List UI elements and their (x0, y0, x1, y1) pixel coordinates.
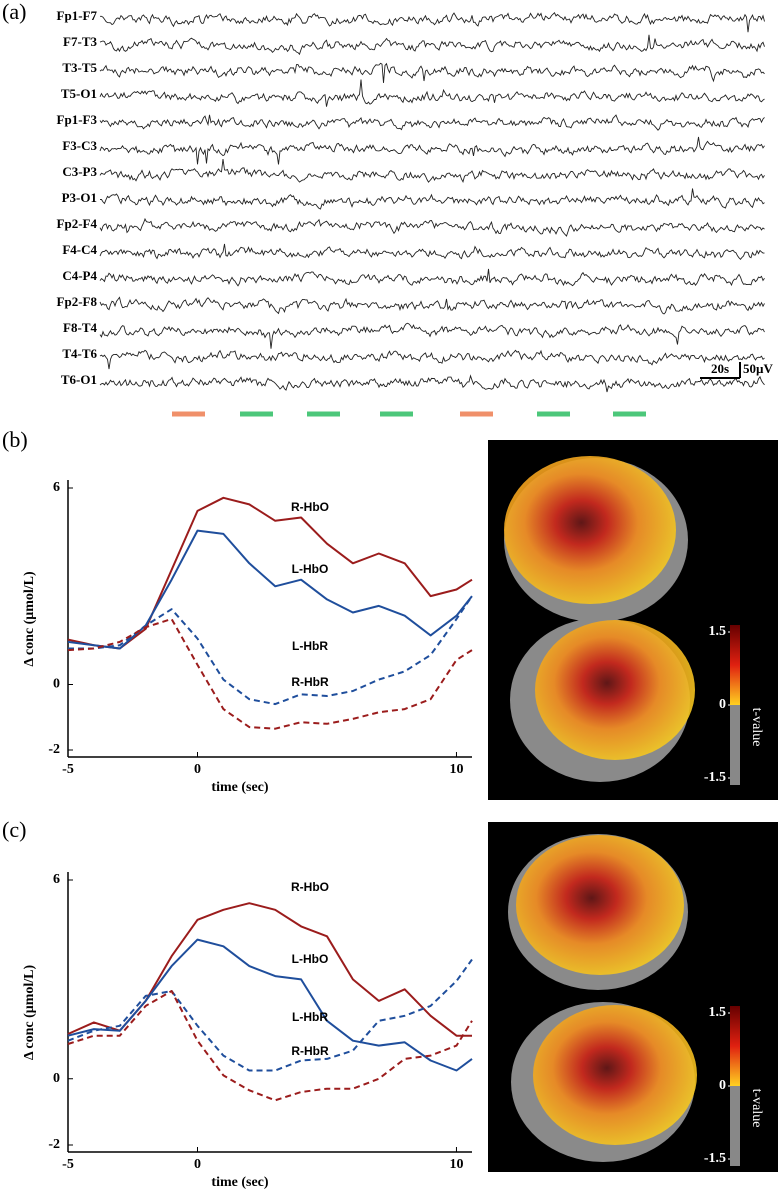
channel-label: Fp2-F8 (57, 294, 98, 309)
y-axis-title: Δ conc (μmol/L) (22, 965, 37, 1061)
brain-panel-b (488, 440, 778, 800)
eeg-trace (99, 114, 765, 131)
eeg-trace (99, 322, 765, 349)
channel-label: Fp1-F3 (57, 112, 98, 127)
channel-label: T6-O1 (61, 372, 97, 387)
channel-label: Fp1-F7 (57, 8, 98, 23)
series-label: L-HbR (292, 1010, 328, 1024)
y-axis-title: Δ conc (μmol/L) (22, 571, 37, 667)
x-tick-label: -5 (62, 1157, 74, 1172)
y-tick-label: 0 (53, 1071, 60, 1086)
series-line (67, 496, 473, 650)
x-tick-label: -5 (62, 762, 74, 777)
series-line (67, 902, 472, 1037)
colorbar-label: t-value (749, 1089, 764, 1128)
eeg-trace (99, 296, 765, 315)
channel-label: C4-P4 (62, 268, 97, 283)
channel-label: Fp2-F4 (57, 216, 98, 231)
panel-label: (b) (2, 427, 28, 452)
eeg-trace (100, 188, 765, 210)
eeg-trace (99, 217, 765, 237)
brain-panel-c (488, 822, 778, 1172)
scale-time: 20s (711, 361, 729, 376)
x-tick-label: 10 (449, 762, 463, 777)
y-tick-label: 6 (53, 480, 60, 495)
series-line (67, 529, 473, 650)
x-tick-label: 10 (449, 1157, 463, 1172)
eeg-trace (99, 79, 765, 107)
channel-label: T3-T5 (62, 60, 97, 75)
series-line (67, 990, 473, 1102)
eeg-trace (99, 136, 765, 165)
series-line (67, 618, 473, 730)
eeg-trace (99, 349, 765, 370)
panel-label: (c) (2, 817, 26, 842)
series-line (67, 938, 473, 1072)
colorbar-tick-label: 0 (719, 1078, 726, 1093)
colorbar-tick-label: 1.5 (709, 1005, 727, 1020)
series-line (68, 595, 473, 706)
colorbar-tick-label: 0 (719, 697, 726, 712)
series-label: L-HbO (292, 562, 329, 576)
series-label: R-HbR (291, 675, 329, 689)
x-tick-label: 0 (194, 1157, 201, 1172)
panel-label: (a) (2, 0, 26, 24)
colorbar-label: t-value (749, 708, 764, 747)
colorbar-tick-label: -1.5 (704, 1151, 726, 1166)
series-label: R-HbO (291, 500, 329, 514)
x-tick-label: 0 (194, 762, 201, 777)
eeg-trace (99, 243, 765, 260)
channel-label: F7-T3 (63, 34, 97, 49)
series-label: R-HbR (291, 1044, 329, 1058)
series-label: L-HbR (292, 639, 328, 653)
colorbar-tick-label: -1.5 (704, 770, 726, 785)
y-tick-label: 0 (53, 677, 60, 692)
y-tick-label: -2 (48, 742, 60, 757)
series-label: R-HbO (291, 880, 329, 894)
x-axis-title: time (sec) (211, 1175, 268, 1190)
eeg-trace (99, 62, 765, 83)
eeg-trace (100, 12, 765, 33)
channel-label: T5-O1 (61, 86, 97, 101)
channel-label: F3-C3 (62, 138, 97, 153)
channel-label: P3-O1 (62, 190, 97, 205)
eeg-trace (99, 374, 765, 393)
channel-label: C3-P3 (62, 164, 97, 179)
channel-label: T4-T6 (62, 346, 97, 361)
channel-label: F8-T4 (63, 320, 97, 335)
eeg-trace (99, 34, 765, 56)
eeg-trace (99, 158, 765, 183)
channel-label: F4-C4 (62, 242, 97, 257)
y-tick-label: -2 (48, 1137, 60, 1152)
eeg-trace (99, 268, 765, 287)
x-axis-title: time (sec) (211, 780, 268, 795)
colorbar-tick-label: 1.5 (709, 624, 727, 639)
scale-amp: 50µV (743, 361, 773, 376)
series-label: L-HbO (292, 952, 329, 966)
y-tick-label: 6 (53, 872, 60, 887)
series-line (67, 958, 473, 1072)
